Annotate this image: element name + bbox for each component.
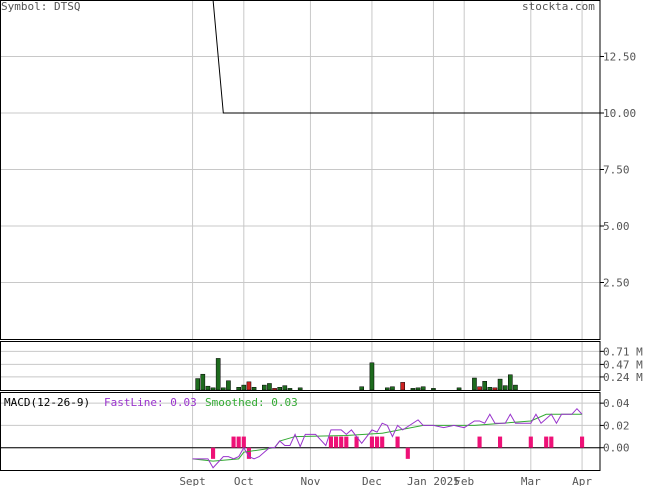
macd-histogram-bar	[246, 447, 251, 459]
volume-bar	[267, 383, 272, 391]
volume-bar	[282, 385, 288, 391]
volume-bar	[400, 382, 405, 391]
macd-histogram-bar	[339, 436, 344, 448]
volume-bar	[385, 387, 390, 391]
volume-tick-label: 0.24 M	[603, 371, 643, 384]
x-axis-label: Nov	[301, 475, 321, 486]
price-tick-label: 10.00	[603, 107, 636, 120]
volume-bar	[497, 378, 503, 391]
volume-bar	[200, 373, 206, 391]
volume-bar	[277, 387, 282, 391]
macd-label: MACD(12-26-9)	[4, 396, 91, 409]
macd-tick-label: 0.04	[603, 397, 630, 410]
macd-histogram-bar	[236, 436, 241, 448]
volume-bar	[472, 377, 477, 391]
volume-bar	[508, 374, 513, 391]
volume-bar	[272, 388, 277, 391]
price-tick-label: 12.50	[603, 51, 636, 64]
volume-tick-label: 0.71 M	[603, 345, 643, 358]
macd-histogram-bar	[328, 436, 333, 448]
price-tick-label: 5.00	[603, 220, 630, 233]
volume-bar	[420, 386, 426, 391]
symbol-label: Symbol: DTSQ	[1, 0, 81, 13]
macd-histogram-bar	[405, 447, 410, 459]
x-axis-label: Oct	[234, 475, 254, 486]
volume-bar	[359, 386, 364, 391]
macd-histogram-bar	[580, 436, 585, 448]
macd-histogram-bar	[334, 436, 339, 448]
macd-smoothed-line	[192, 413, 583, 462]
macd-histogram-bar	[241, 436, 246, 448]
volume-bar	[262, 384, 267, 391]
site-watermark: stockta.com	[522, 0, 595, 13]
volume-bar	[415, 387, 421, 391]
volume-bar	[482, 381, 487, 391]
volume-bar	[487, 387, 493, 391]
volume-bar	[502, 385, 508, 391]
volume-bar	[221, 387, 226, 391]
macd-histogram-bar	[395, 436, 400, 448]
volume-bar	[210, 387, 216, 391]
volume-bar	[431, 388, 436, 391]
macd-histogram-bar	[380, 436, 385, 448]
volume-bar	[456, 387, 462, 391]
volume-bar	[236, 387, 241, 391]
volume-bar	[195, 378, 200, 391]
macd-histogram-bar	[549, 436, 554, 448]
macd-histogram-bar	[477, 436, 482, 448]
macd-histogram-bar	[375, 436, 380, 448]
x-axis-label: Jan 2025	[407, 475, 460, 486]
volume-tick-label: 0.47 M	[603, 358, 643, 371]
macd-histogram-bar	[211, 447, 216, 459]
macd-panel-frame	[0, 392, 601, 471]
macd-histogram-bar	[528, 436, 533, 448]
volume-bar	[226, 380, 231, 391]
volume-bar	[477, 386, 482, 391]
macd-tick-label: 0.02	[603, 419, 630, 432]
macd-tick-label: 0.00	[603, 442, 630, 455]
price-line	[212, 0, 600, 114]
price-tick-label: 7.50	[603, 164, 630, 177]
volume-bar	[513, 384, 518, 391]
macd-fast-line	[192, 407, 583, 469]
volume-bar	[369, 362, 375, 391]
macd-histogram-bar	[354, 436, 359, 448]
volume-bar	[205, 385, 211, 391]
macd-histogram-bar	[344, 436, 349, 448]
volume-bar	[492, 387, 498, 391]
macd-smoothed-label: Smoothed: 0.03	[205, 396, 298, 409]
macd-histogram-bar	[544, 436, 549, 448]
volume-bar	[287, 388, 293, 391]
volume-bar	[251, 387, 257, 391]
x-axis-label: Sept	[179, 475, 206, 486]
x-axis-label: Dec	[362, 475, 382, 486]
volume-bar	[241, 384, 247, 391]
volume-bar	[246, 381, 252, 391]
macd-histogram-bar	[231, 436, 236, 448]
macd-histogram-bar	[369, 436, 374, 448]
price-tick-label: 2.50	[603, 277, 630, 290]
volume-bar	[297, 387, 303, 391]
volume-bar	[390, 386, 395, 391]
volume-bar	[215, 358, 221, 391]
volume-bar	[410, 388, 416, 391]
macd-fastline-label: FastLine: 0.03	[104, 396, 197, 409]
volume-panel-frame	[0, 341, 601, 391]
macd-histogram-bar	[498, 436, 503, 448]
x-axis-label: Mar	[521, 475, 541, 486]
x-axis-label: Apr	[572, 475, 592, 486]
x-axis-label: Feb	[454, 475, 474, 486]
